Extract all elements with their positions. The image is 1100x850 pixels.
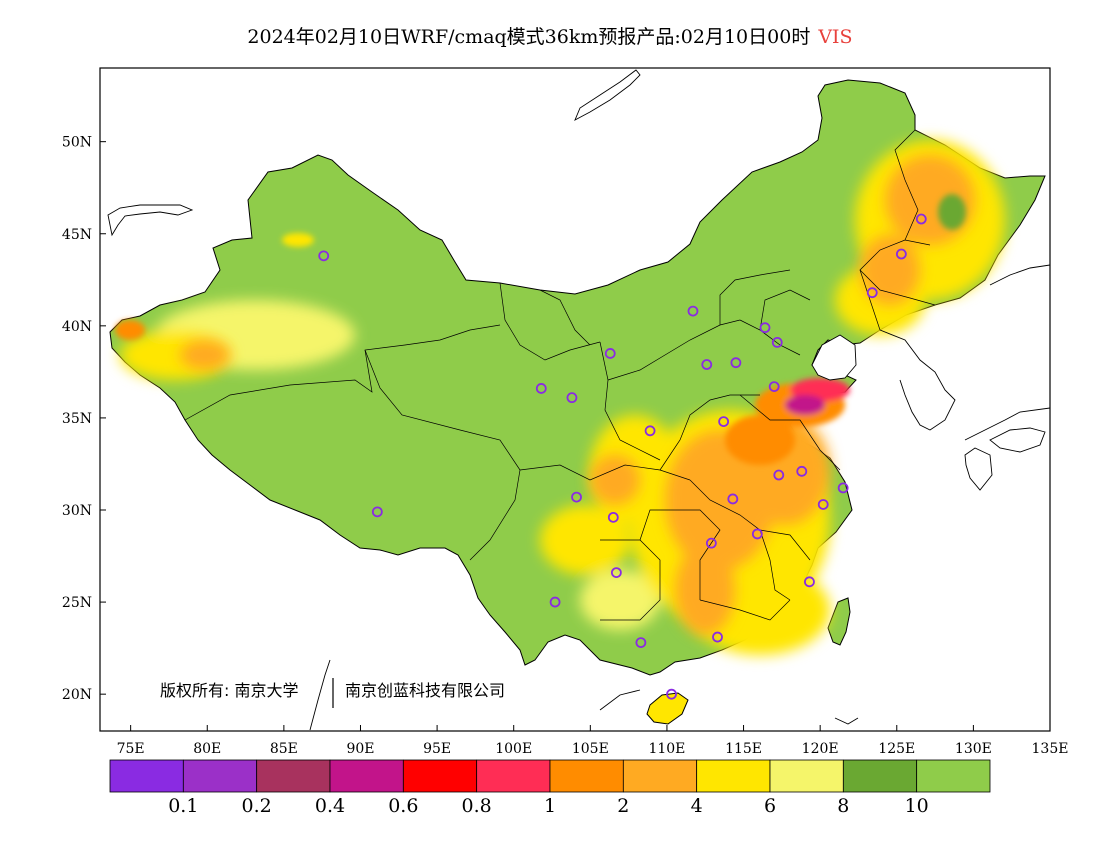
province-boundaries <box>184 129 936 621</box>
colorbar-swatch <box>842 759 918 793</box>
colorbar-swatch <box>549 759 624 793</box>
colorbar-label: 8 <box>837 795 849 817</box>
station-marker <box>759 322 771 334</box>
station-marker <box>796 465 808 477</box>
lon-label: 120E <box>802 741 839 757</box>
title-variable: VIS <box>818 26 853 48</box>
map-title: 2024年02月10日WRF/cmaq模式36km预报产品:02月10日00时 V… <box>0 22 1100 49</box>
station-marker <box>817 499 829 510</box>
colorbar-label: 10 <box>905 795 929 817</box>
station-marker <box>915 213 927 225</box>
station-marker <box>571 491 582 503</box>
lat-label: 30N <box>62 503 92 519</box>
colorbar-label: 6 <box>764 795 776 817</box>
station-marker <box>635 637 647 648</box>
station-markers <box>318 213 927 700</box>
station-marker <box>705 537 717 549</box>
lat-label: 50N <box>62 135 92 151</box>
colorbar-swatch <box>402 759 478 793</box>
colorbar-swatch <box>109 759 184 793</box>
colorbar-swatch <box>696 759 771 793</box>
lon-label: 125E <box>878 741 915 757</box>
copyright-right: 南京创蓝科技有限公司 <box>345 681 505 700</box>
copyright-left: 版权所有: 南京大学 <box>160 681 298 700</box>
station-marker <box>771 337 783 348</box>
colorbar-label: 0.8 <box>462 795 492 817</box>
lon-label: 85E <box>270 741 298 757</box>
colorbar-swatch <box>182 759 258 793</box>
colorbar-label: 0.4 <box>315 795 345 817</box>
station-marker <box>712 631 723 643</box>
neighbor-coastlines <box>107 69 1050 731</box>
lat-label: 40N <box>62 319 92 335</box>
lon-label: 95E <box>423 741 451 757</box>
colorbar-label: 0.6 <box>388 795 418 817</box>
colorbar-swatch <box>769 759 844 793</box>
title-main: 2024年02月10日WRF/cmaq模式36km预报产品:02月10日00时 <box>247 26 811 48</box>
lat-label: 45N <box>62 227 92 243</box>
colorbar-swatch <box>622 759 698 793</box>
lon-label: 105E <box>572 741 609 757</box>
station-marker <box>837 482 849 494</box>
station-marker <box>804 576 815 588</box>
station-marker <box>318 250 330 262</box>
station-marker <box>701 359 713 370</box>
station-marker <box>549 596 561 608</box>
colorbar-label: 4 <box>691 795 703 817</box>
lon-label: 115E <box>725 741 762 757</box>
station-marker <box>644 425 656 437</box>
station-marker <box>566 392 578 404</box>
lon-label: 135E <box>1032 741 1069 757</box>
colorbar-label: 2 <box>617 795 629 817</box>
station-marker <box>607 511 619 523</box>
lat-label: 25N <box>62 595 92 611</box>
lat-label: 20N <box>62 687 92 703</box>
station-marker <box>535 383 547 394</box>
lon-label: 130E <box>955 741 992 757</box>
lon-label: 80E <box>193 741 221 757</box>
colorbar: 0.1 0.2 0.4 0.6 0.8 1 2 4 6 8 10 <box>109 759 991 817</box>
station-marker <box>727 493 739 505</box>
bohai-sea <box>811 334 857 381</box>
lon-label: 75E <box>117 741 145 757</box>
colorbar-swatch <box>476 759 551 793</box>
colorbar-swatch <box>916 759 991 793</box>
station-marker <box>730 357 742 369</box>
station-marker <box>895 248 907 260</box>
lon-label: 110E <box>648 741 685 757</box>
station-marker <box>866 287 878 299</box>
station-marker <box>371 506 383 518</box>
taiwan-island <box>827 597 851 646</box>
lon-axis: 75E 80E 85E 90E 95E 100E 105E 110E 115E 120E 125E 1… <box>117 725 1069 757</box>
station-marker <box>666 688 677 700</box>
colorbar-swatch <box>256 759 331 793</box>
station-marker <box>768 381 780 393</box>
lon-label: 100E <box>495 741 532 757</box>
station-marker <box>604 348 616 359</box>
lon-label: 90E <box>346 741 374 757</box>
lat-axis: 50N 45N 40N 35N 30N 25N 20N <box>62 135 106 703</box>
colorbar-label: 0.2 <box>242 795 272 817</box>
visibility-field <box>115 140 1005 655</box>
station-marker <box>751 528 763 540</box>
station-marker <box>687 305 699 317</box>
map-area <box>107 69 1050 731</box>
map-frame <box>99 67 1051 732</box>
station-marker <box>718 416 730 428</box>
station-marker <box>610 567 622 579</box>
colorbar-swatch <box>329 759 404 793</box>
colorbar-label: 1 <box>544 795 556 817</box>
station-marker <box>773 469 785 481</box>
lat-label: 35N <box>62 411 92 427</box>
colorbar-label: 0.1 <box>168 795 198 817</box>
